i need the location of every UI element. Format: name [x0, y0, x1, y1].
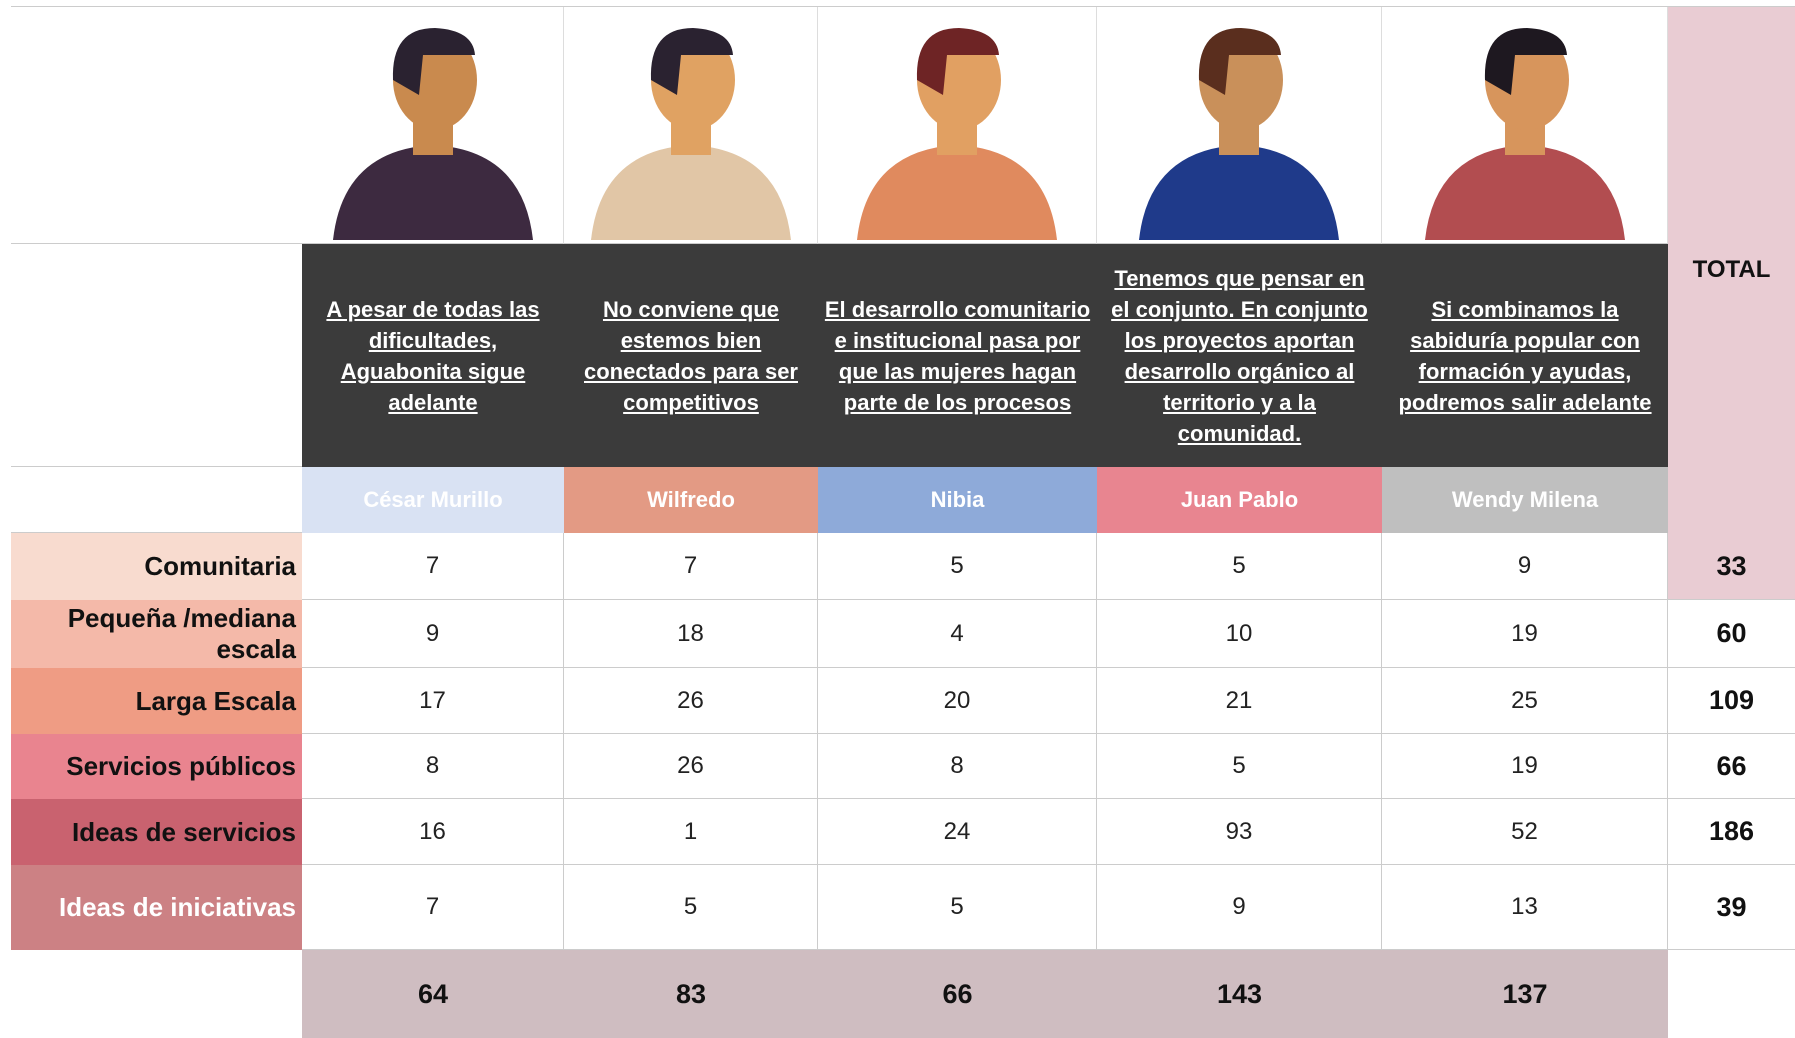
- row-total: 33: [1668, 533, 1795, 600]
- avatar: [564, 7, 818, 244]
- value-cell: 26: [564, 734, 818, 799]
- quote: A pesar de todas las dificultades, Aguab…: [302, 244, 564, 467]
- value-cell: 20: [818, 668, 1097, 734]
- value-cell: 8: [818, 734, 1097, 799]
- value-cell: 18: [564, 600, 818, 668]
- summary-table: TOTAL A pesar de todas las dificultades,…: [11, 6, 1795, 1037]
- quote: Tenemos que pensar en el conjunto. En co…: [1097, 244, 1382, 467]
- row-total: 109: [1668, 668, 1795, 734]
- avatar-illustration: [1415, 10, 1635, 240]
- value-cell: 17: [302, 668, 564, 734]
- row-label: Comunitaria: [11, 533, 302, 600]
- value-cell: 10: [1097, 600, 1382, 668]
- value-cell: 19: [1382, 734, 1668, 799]
- value-cell: 25: [1382, 668, 1668, 734]
- avatar-illustration: [847, 10, 1067, 240]
- avatar: [302, 7, 564, 244]
- avatar: [1097, 7, 1382, 244]
- empty-cell: [11, 244, 302, 467]
- value-cell: 7: [302, 865, 564, 950]
- value-cell: 19: [1382, 600, 1668, 668]
- value-cell: 13: [1382, 865, 1668, 950]
- value-cell: 5: [1097, 533, 1382, 600]
- value-cell: 26: [564, 668, 818, 734]
- value-cell: 5: [818, 865, 1097, 950]
- quote: No conviene que estemos bien conectados …: [564, 244, 818, 467]
- empty-cell: [11, 7, 302, 244]
- avatar: [1382, 7, 1668, 244]
- value-cell: 5: [1097, 734, 1382, 799]
- avatar-illustration: [1129, 10, 1349, 240]
- empty-cell: [11, 467, 302, 533]
- value-cell: 9: [302, 600, 564, 668]
- row-total: 186: [1668, 799, 1795, 865]
- value-cell: 8: [302, 734, 564, 799]
- person-name: César Murillo: [302, 467, 564, 533]
- total-header: TOTAL: [1668, 244, 1795, 467]
- value-cell: 4: [818, 600, 1097, 668]
- column-total: 66: [818, 950, 1097, 1038]
- row-total: 39: [1668, 865, 1795, 950]
- value-cell: 16: [302, 799, 564, 865]
- page: TOTAL A pesar de todas las dificultades,…: [0, 0, 1795, 1037]
- row-label: Ideas de iniciativas: [11, 865, 302, 950]
- column-total: 64: [302, 950, 564, 1038]
- person-name: Wendy Milena: [1382, 467, 1668, 533]
- avatar-illustration: [323, 10, 543, 240]
- value-cell: 1: [564, 799, 818, 865]
- row-label: Larga Escala: [11, 668, 302, 734]
- value-cell: 52: [1382, 799, 1668, 865]
- value-cell: 9: [1097, 865, 1382, 950]
- value-cell: 9: [1382, 533, 1668, 600]
- column-total: 83: [564, 950, 818, 1038]
- row-total: 60: [1668, 600, 1795, 668]
- person-name: Wilfredo: [564, 467, 818, 533]
- value-cell: 7: [564, 533, 818, 600]
- value-cell: 5: [818, 533, 1097, 600]
- row-total: 66: [1668, 734, 1795, 799]
- row-label: Ideas de servicios: [11, 799, 302, 865]
- quote: El desarrollo comunitario e instituciona…: [818, 244, 1097, 467]
- value-cell: 21: [1097, 668, 1382, 734]
- column-total: 137: [1382, 950, 1668, 1038]
- value-cell: 5: [564, 865, 818, 950]
- person-name: Juan Pablo: [1097, 467, 1382, 533]
- quote: Si combinamos la sabiduría popular con f…: [1382, 244, 1668, 467]
- avatar-illustration: [581, 10, 801, 240]
- avatar: [818, 7, 1097, 244]
- column-total: 143: [1097, 950, 1382, 1038]
- row-label: Pequeña /mediana escala: [11, 600, 302, 668]
- value-cell: 7: [302, 533, 564, 600]
- person-name: Nibia: [818, 467, 1097, 533]
- value-cell: 93: [1097, 799, 1382, 865]
- value-cell: 24: [818, 799, 1097, 865]
- row-label: Servicios públicos: [11, 734, 302, 799]
